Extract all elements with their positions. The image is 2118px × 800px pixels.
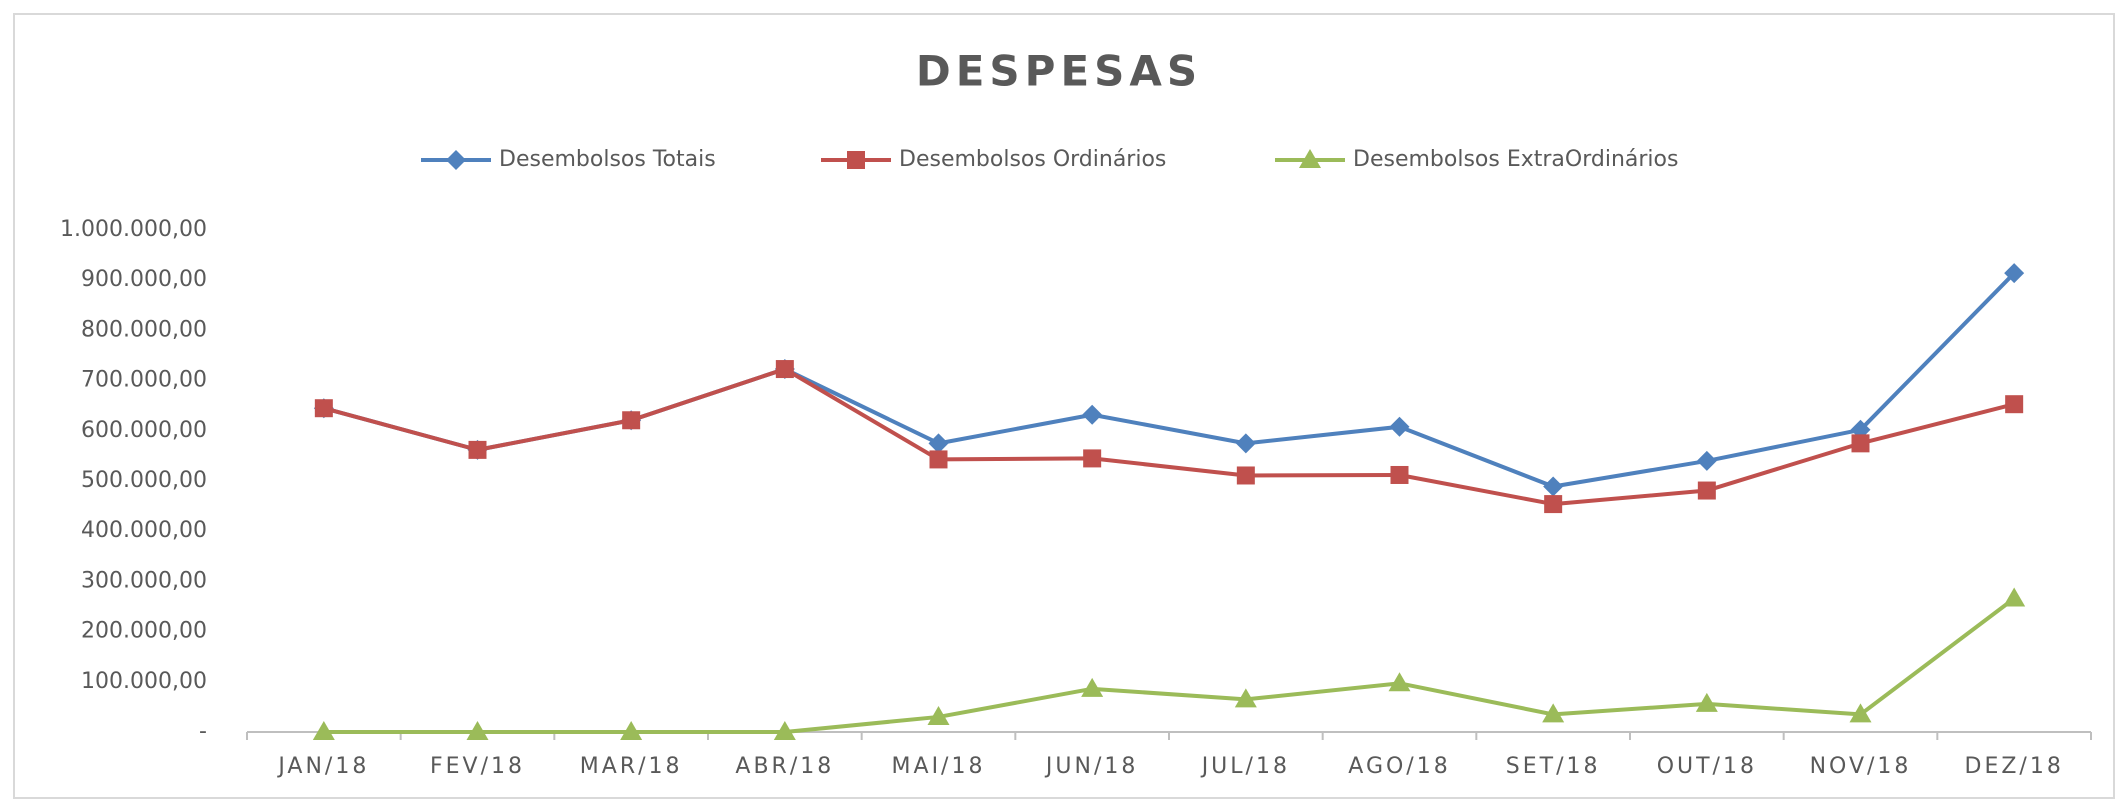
legend-marker <box>1299 149 1321 168</box>
data-point <box>312 721 335 740</box>
data-point <box>1388 672 1411 692</box>
legend-label: Desembolsos Ordinários <box>899 147 1166 172</box>
y-tick-label: 200.000,00 <box>81 619 207 644</box>
chart-title: DESPESAS <box>916 47 1202 96</box>
data-point <box>927 705 950 725</box>
x-tick-label: JUN/18 <box>1044 754 1138 779</box>
y-tick-label: - <box>199 719 207 744</box>
data-point <box>773 721 796 740</box>
legend-label: Desembolsos Totais <box>499 147 716 172</box>
y-tick-label: 700.000,00 <box>81 368 207 393</box>
data-point <box>1082 404 1103 425</box>
x-tick-label: SET/18 <box>1506 754 1601 779</box>
x-tick-label: AGO/18 <box>1348 754 1450 779</box>
data-point <box>1695 692 1718 712</box>
y-tick-label: 1.000.000,00 <box>60 217 207 242</box>
y-tick-label: 300.000,00 <box>81 568 207 593</box>
legend-marker <box>446 150 466 170</box>
data-point <box>1851 434 1870 453</box>
data-point <box>2005 395 2024 414</box>
data-point <box>2003 587 2026 607</box>
data-point <box>1542 703 1565 723</box>
data-point <box>1544 495 1563 514</box>
data-point <box>1697 481 1716 500</box>
y-tick-label: 600.000,00 <box>81 418 207 443</box>
data-point <box>1081 677 1104 697</box>
data-point <box>468 440 487 459</box>
data-point <box>2004 263 2025 284</box>
data-point <box>1389 416 1410 437</box>
x-tick-label: MAI/18 <box>892 754 986 779</box>
data-point <box>1849 703 1872 723</box>
legend-label: Desembolsos ExtraOrdinários <box>1353 147 1678 172</box>
data-point <box>622 411 641 430</box>
data-point <box>1543 476 1564 497</box>
data-point <box>1235 433 1256 454</box>
y-tick-label: 500.000,00 <box>81 468 207 493</box>
data-point <box>466 721 489 740</box>
x-tick-label: DEZ/18 <box>1965 754 2064 779</box>
x-tick-label: JUL/18 <box>1200 754 1290 779</box>
x-tick-label: OUT/18 <box>1657 754 1757 779</box>
y-tick-label: 400.000,00 <box>81 518 207 543</box>
series-line <box>323 367 2015 507</box>
data-point <box>620 721 643 740</box>
data-point <box>1083 449 1102 468</box>
data-point <box>929 450 948 469</box>
data-point <box>314 399 333 418</box>
data-point <box>928 433 949 454</box>
data-point <box>1390 465 1409 484</box>
chart-border <box>13 13 2115 799</box>
data-point <box>1234 688 1257 708</box>
series-line <box>323 596 2016 734</box>
y-tick-label: 100.000,00 <box>81 669 207 694</box>
data-point <box>775 360 794 379</box>
legend-marker <box>847 151 865 169</box>
x-tick-label: JAN/18 <box>276 754 369 779</box>
data-point <box>1696 450 1717 471</box>
y-tick-label: 900.000,00 <box>81 267 207 292</box>
x-tick-label: MAR/18 <box>580 754 683 779</box>
y-tick-label: 800.000,00 <box>81 317 207 342</box>
x-tick-label: FEV/18 <box>430 754 525 779</box>
x-tick-label: NOV/18 <box>1810 754 1912 779</box>
x-tick-label: ABR/18 <box>735 754 834 779</box>
data-point <box>1236 466 1255 485</box>
